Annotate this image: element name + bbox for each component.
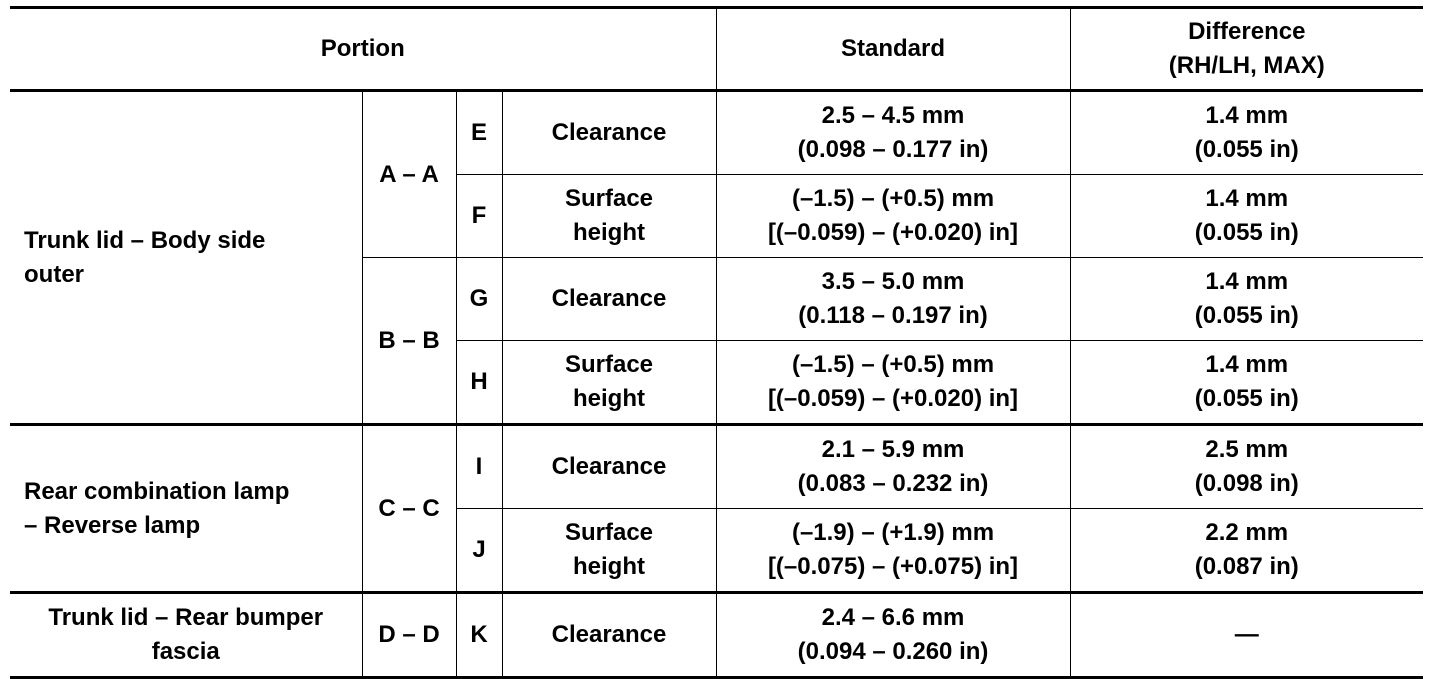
difference-in: (0.087 in) — [1194, 553, 1299, 580]
point-label: I — [455, 424, 503, 509]
table-row: Trunk lid – Body side outer A – A E Clea… — [10, 90, 1423, 426]
table-row: Rear combination lamp – Reverse lamp C –… — [10, 424, 1423, 594]
portion-name: Trunk lid – Body side outer — [10, 90, 363, 426]
standard-in: (0.098 – 0.177 in) — [797, 136, 989, 163]
standard-in: [(–0.059) – (+0.020) in] — [767, 219, 1019, 246]
difference-in: (0.055 in) — [1194, 136, 1299, 163]
difference-value: 1.4 mm (0.055 in) — [1069, 257, 1423, 341]
section-label: D – D — [361, 592, 457, 678]
item-label-line2: height — [573, 385, 645, 412]
portion-name-line2: outer — [24, 260, 84, 288]
standard-mm: (–1.5) – (+0.5) mm — [791, 351, 995, 378]
table-row: B – B G Clearance 3.5 – 5.0 mm (0.118 – … — [10, 257, 1423, 426]
table-row: H Surface height (–1.5) – (+0.5) mm [(–0… — [10, 340, 1423, 426]
standard-value: 2.4 – 6.6 mm (0.094 – 0.260 in) — [715, 592, 1071, 678]
item-label: Surface height — [501, 340, 717, 426]
difference-in: (0.055 in) — [1194, 302, 1299, 329]
point-label: K — [455, 592, 503, 678]
header-difference: Difference (RH/LH, MAX) — [1069, 7, 1423, 92]
header-difference-line1: Difference — [1188, 18, 1306, 45]
standard-value: (–1.5) – (+0.5) mm [(–0.059) – (+0.020) … — [715, 174, 1071, 258]
difference-mm: 2.5 mm — [1205, 436, 1289, 463]
portion-name-line1: Rear combination lamp — [24, 477, 290, 505]
item-label-line2: height — [573, 553, 645, 580]
difference-value: 2.2 mm (0.087 in) — [1069, 508, 1423, 594]
standard-mm: 2.1 – 5.9 mm — [821, 436, 965, 463]
table-row: J Surface height (–1.9) – (+1.9) mm [(–0… — [10, 508, 1423, 594]
difference-mm: 1.4 mm — [1205, 102, 1289, 129]
difference-mm: 2.2 mm — [1205, 519, 1289, 546]
standard-in: [(–0.075) – (+0.075) in] — [767, 553, 1019, 580]
table-row: F Surface height (–1.5) – (+0.5) mm [(–0… — [10, 174, 1423, 258]
standard-value: 2.5 – 4.5 mm (0.098 – 0.177 in) — [715, 90, 1071, 175]
item-label-line1: Clearance — [551, 285, 667, 312]
standard-value: (–1.9) – (+1.9) mm [(–0.075) – (+0.075) … — [715, 508, 1071, 594]
standard-mm: (–1.5) – (+0.5) mm — [791, 185, 995, 212]
item-label-line1: Clearance — [551, 453, 667, 480]
portion-name-line2: – Reverse lamp — [24, 511, 201, 539]
portion-name-line2: fascia — [151, 638, 220, 665]
difference-mm: 1.4 mm — [1205, 351, 1289, 378]
header-standard: Standard — [715, 7, 1071, 92]
header-difference-line2: (RH/LH, MAX) — [1168, 52, 1325, 79]
item-label-line1: Clearance — [551, 621, 667, 648]
portion-name: Trunk lid – Rear bumper fascia — [10, 592, 363, 678]
standard-value: (–1.5) – (+0.5) mm [(–0.059) – (+0.020) … — [715, 340, 1071, 426]
difference-value: 1.4 mm (0.055 in) — [1069, 90, 1423, 175]
difference-mm: — — [1234, 621, 1259, 648]
item-label-line2: height — [573, 219, 645, 246]
standard-mm: (–1.9) – (+1.9) mm — [791, 519, 995, 546]
point-label: F — [455, 174, 503, 258]
portion-name-line1: Trunk lid – Body side — [24, 226, 266, 254]
item-label: Clearance — [501, 257, 717, 341]
difference-value: 2.5 mm (0.098 in) — [1069, 424, 1423, 509]
standard-value: 3.5 – 5.0 mm (0.118 – 0.197 in) — [715, 257, 1071, 341]
point-label: H — [455, 340, 503, 426]
difference-in: (0.098 in) — [1194, 470, 1299, 497]
standard-in: (0.094 – 0.260 in) — [797, 638, 989, 665]
item-label-line1: Surface — [564, 351, 654, 378]
difference-mm: 1.4 mm — [1205, 185, 1289, 212]
standard-mm: 3.5 – 5.0 mm — [821, 268, 965, 295]
point-label: J — [455, 508, 503, 594]
standard-in: [(–0.059) – (+0.020) in] — [767, 385, 1019, 412]
standard-in: (0.083 – 0.232 in) — [797, 470, 989, 497]
section-label: A – A — [361, 90, 457, 258]
standard-mm: 2.5 – 4.5 mm — [821, 102, 965, 129]
point-label: G — [455, 257, 503, 341]
item-label: Surface height — [501, 174, 717, 258]
difference-in: (0.055 in) — [1194, 385, 1299, 412]
item-label: Surface height — [501, 508, 717, 594]
section-label: C – C — [361, 424, 457, 594]
item-label-line1: Clearance — [551, 119, 667, 146]
header-row: Portion Standard Difference (RH/LH, MAX) — [10, 7, 1423, 92]
standard-in: (0.118 – 0.197 in) — [798, 302, 988, 329]
standard-value: 2.1 – 5.9 mm (0.083 – 0.232 in) — [715, 424, 1071, 509]
spec-table: Portion Standard Difference (RH/LH, MAX)… — [10, 6, 1423, 679]
header-portion: Portion — [10, 7, 717, 92]
difference-value: 1.4 mm (0.055 in) — [1069, 174, 1423, 258]
item-label: Clearance — [501, 424, 717, 509]
item-label: Clearance — [501, 90, 717, 175]
item-label-line1: Surface — [564, 519, 654, 546]
standard-mm: 2.4 – 6.6 mm — [821, 604, 965, 631]
difference-in: (0.055 in) — [1194, 219, 1299, 246]
portion-name-line1: Trunk lid – Rear bumper — [48, 604, 324, 631]
difference-value: — — [1069, 592, 1423, 678]
point-label: E — [455, 90, 503, 175]
difference-mm: 1.4 mm — [1205, 268, 1289, 295]
portion-name: Rear combination lamp – Reverse lamp — [10, 424, 363, 594]
difference-value: 1.4 mm (0.055 in) — [1069, 340, 1423, 426]
item-label-line1: Surface — [564, 185, 654, 212]
item-label: Clearance — [501, 592, 717, 678]
table-row: Trunk lid – Rear bumper fascia D – D K C… — [10, 592, 1423, 678]
section-label: B – B — [361, 257, 457, 426]
